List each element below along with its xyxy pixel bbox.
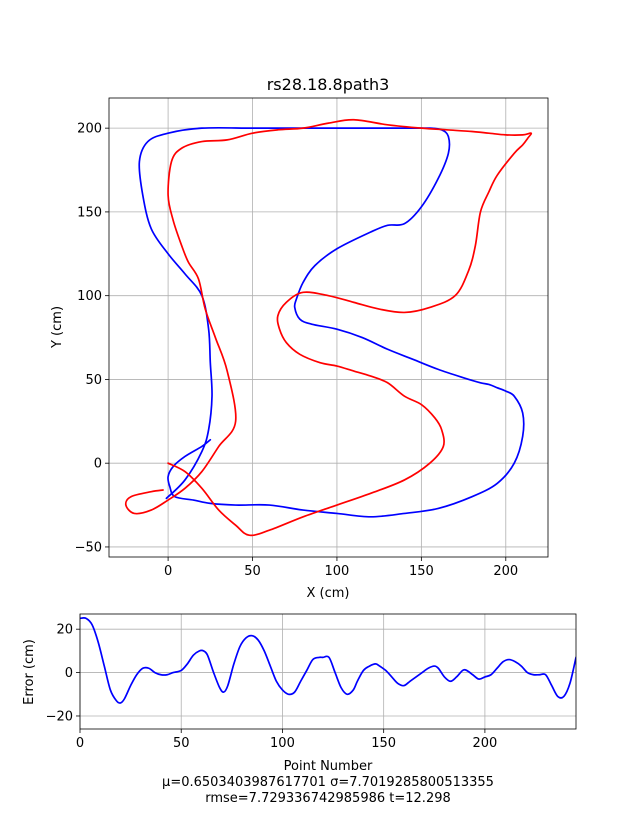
top-x-tick-label: 200 [493, 564, 518, 579]
bot-x-tick-label: 100 [270, 736, 295, 751]
bot-x-tick-label: 150 [371, 736, 396, 751]
top-y-tick-label: 150 [77, 205, 102, 220]
top-series-0-line [138, 126, 525, 518]
bot-x-tick-label: 0 [76, 736, 84, 751]
path-plot-ticks: 0 50 100 150 200 −50 0 50 100 150 200 [75, 122, 519, 579]
path-plot-x-label: X (cm) [307, 586, 350, 601]
top-x-tick-label: 50 [244, 564, 261, 579]
bot-x-tick-label: 200 [472, 736, 497, 751]
bot-series-0-line [80, 617, 576, 704]
bot-y-tick-label: 0 [65, 666, 73, 681]
stats-line-2: rmse=7.729336742985986 t=12.298 [205, 791, 451, 806]
path-plot-title: rs28.18.8path3 [267, 75, 390, 94]
top-x-tick-label: 100 [325, 564, 350, 579]
path-plot-y-label: Y (cm) [50, 306, 65, 349]
error-plot-frame [79, 613, 577, 730]
bot-x-tick-label: 50 [173, 736, 190, 751]
top-y-tick-label: 100 [77, 289, 102, 304]
top-y-tick-label: −50 [75, 540, 102, 555]
bot-y-tick-label: 20 [56, 623, 73, 638]
path-plot-lines [124, 118, 533, 537]
error-plot-x-label: Point Number [284, 759, 373, 774]
top-series-1-line [124, 118, 533, 537]
top-y-tick-label: 200 [77, 122, 102, 137]
error-plot-lines [80, 617, 576, 704]
stats-line-1: μ=0.6503403987617701 σ=7.701928580051335… [162, 775, 494, 790]
top-x-tick-label: 150 [409, 564, 434, 579]
error-plot-y-label: Error (cm) [22, 639, 37, 705]
path-plot: rs28.18.8path3 0 50 100 150 200 −50 0 50 100 150 2… [50, 75, 549, 601]
top-y-tick-label: 50 [85, 373, 102, 388]
path-plot-frame [108, 97, 549, 558]
bot-y-tick-label: −20 [46, 709, 73, 724]
top-y-tick-label: 0 [94, 457, 102, 472]
top-x-tick-label: 0 [164, 564, 172, 579]
